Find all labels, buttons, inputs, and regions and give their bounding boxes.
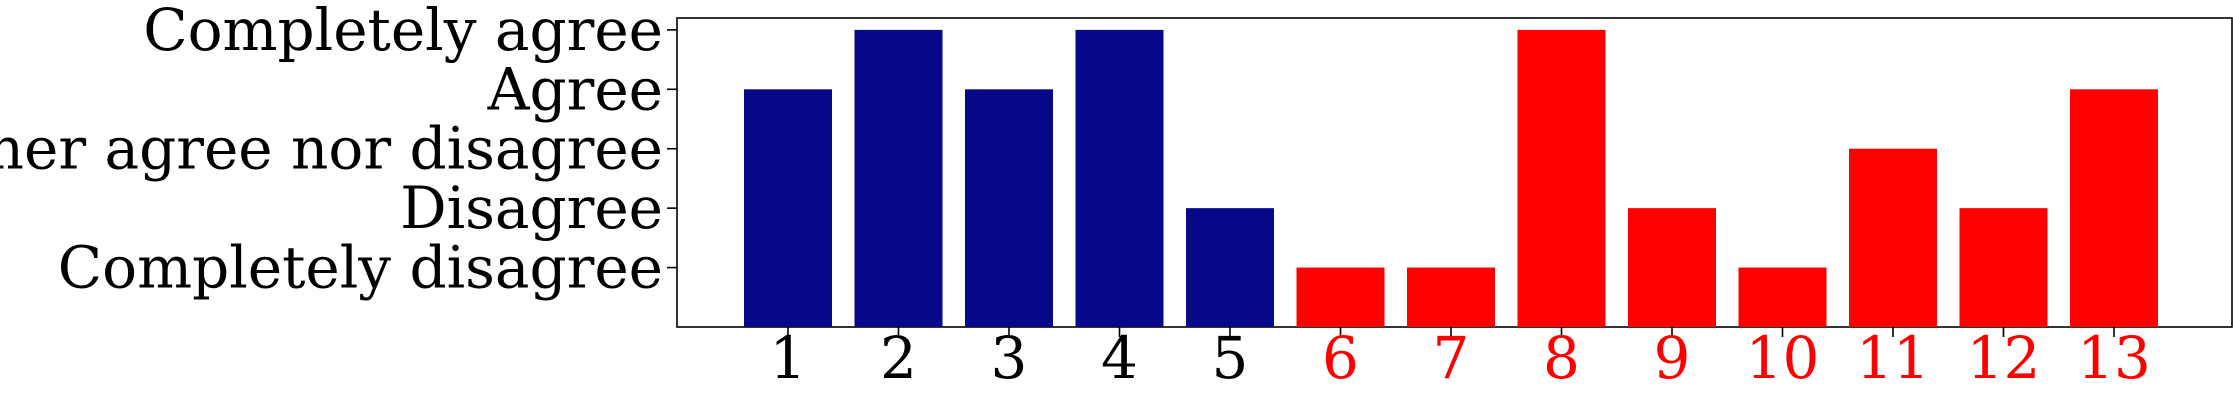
x-tick-label: 1 [770,324,807,392]
bar-1 [744,89,832,327]
bar-6 [1296,267,1385,327]
x-tick-label: 13 [2077,324,2151,392]
x-tick-label: 9 [1654,324,1691,392]
x-tick-label: 4 [1101,324,1138,392]
y-axis: Completely disagreeDisagreeNeither agree… [0,0,677,302]
y-tick-label: Disagree [400,174,663,242]
y-tick-label: Neither agree nor disagree [0,115,663,183]
y-tick-label: Completely disagree [58,234,663,302]
y-tick-label: Completely agree [143,0,663,64]
bar-5 [1186,208,1274,327]
bar-9 [1628,208,1716,327]
bar-8 [1517,29,1606,328]
x-tick-label: 11 [1856,324,1930,392]
x-tick-label: 5 [1212,324,1249,392]
bar-3 [965,89,1053,327]
y-tick-label: Agree [487,55,663,123]
x-tick-label: 3 [991,324,1028,392]
x-tick-label: 8 [1543,324,1580,392]
x-tick-label: 10 [1746,324,1820,392]
x-tick-label: 12 [1967,324,2041,392]
bar-2 [854,29,943,328]
bar-11 [1849,148,1937,327]
bar-7 [1407,267,1495,327]
bars [744,29,2158,328]
x-tick-label: 2 [880,324,917,392]
x-tick-label: 6 [1322,324,1359,392]
bar-10 [1738,267,1827,327]
bar-13 [2070,89,2158,327]
x-axis: 1 2 3 4 5 6 7 8 9 10 11 12 13 [770,324,2151,392]
bar-12 [1959,208,2048,327]
bar-4 [1075,29,1164,328]
x-tick-label: 7 [1433,324,1470,392]
